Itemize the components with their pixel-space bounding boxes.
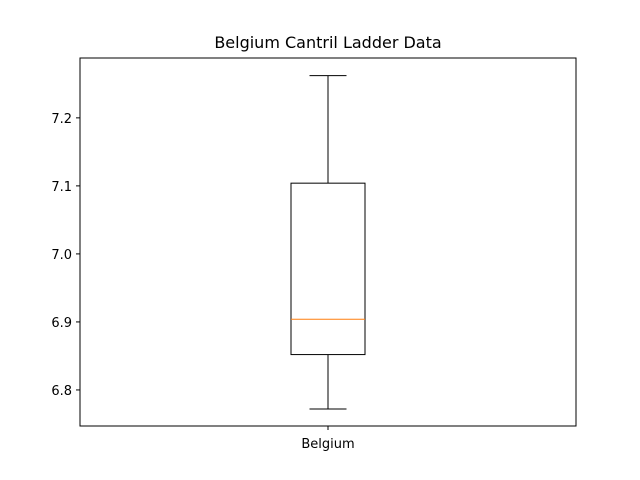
y-tick-label: 6.9: [51, 316, 72, 331]
y-tick-label: 6.8: [51, 384, 72, 399]
y-tick-label: 7.1: [51, 180, 72, 195]
y-tick-label: 7.2: [51, 112, 72, 127]
chart-title: Belgium Cantril Ladder Data: [214, 33, 441, 52]
iqr-box: [290, 182, 366, 356]
plot-area: 6.8 6.9 7.0 7.1 7.2 Belgium: [51, 57, 577, 452]
x-tick-label: Belgium: [301, 437, 354, 452]
y-tick-label: 7.0: [51, 248, 72, 263]
